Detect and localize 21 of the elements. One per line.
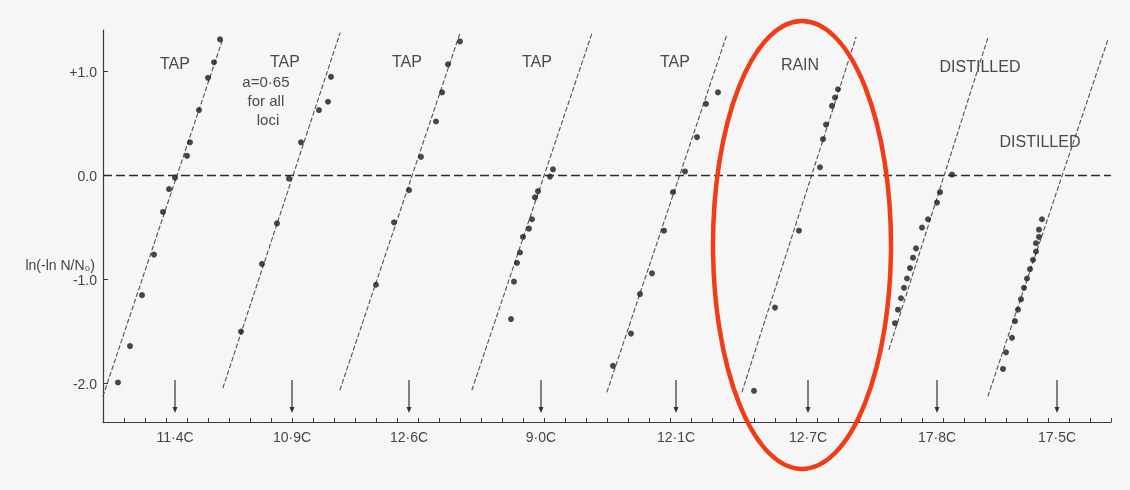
annotation: a=0·65 for all loci	[242, 73, 294, 128]
y-axis-title: ln(-ln N/N₀)	[25, 257, 95, 273]
annotation: TAP	[160, 55, 190, 72]
x-tick-label: 17·8C	[917, 429, 957, 445]
annotation: RAIN	[780, 56, 820, 73]
annotation: TAP	[270, 53, 300, 70]
y-tick-label: 0.0	[77, 167, 98, 184]
x-tick-label: 12·7C	[788, 429, 828, 445]
x-tick-label: 9·0C	[525, 429, 557, 445]
annotation: DISTILLED	[999, 133, 1081, 150]
annotation: TAP	[660, 53, 690, 70]
x-tick-label: 17·5C	[1037, 429, 1077, 445]
x-tick-label: 11·4C	[156, 429, 194, 445]
x-tick-label: 12·1C	[656, 429, 696, 445]
x-tick-label: 12·6C	[389, 429, 429, 445]
annotation: TAP	[392, 53, 422, 70]
y-tick-label: +1.0	[69, 63, 98, 80]
annotation: TAP	[522, 53, 552, 70]
y-tick-label: -2.0	[72, 375, 98, 392]
x-tick-label: 10·9C	[272, 429, 312, 445]
annotation: DISTILLED	[939, 58, 1021, 75]
